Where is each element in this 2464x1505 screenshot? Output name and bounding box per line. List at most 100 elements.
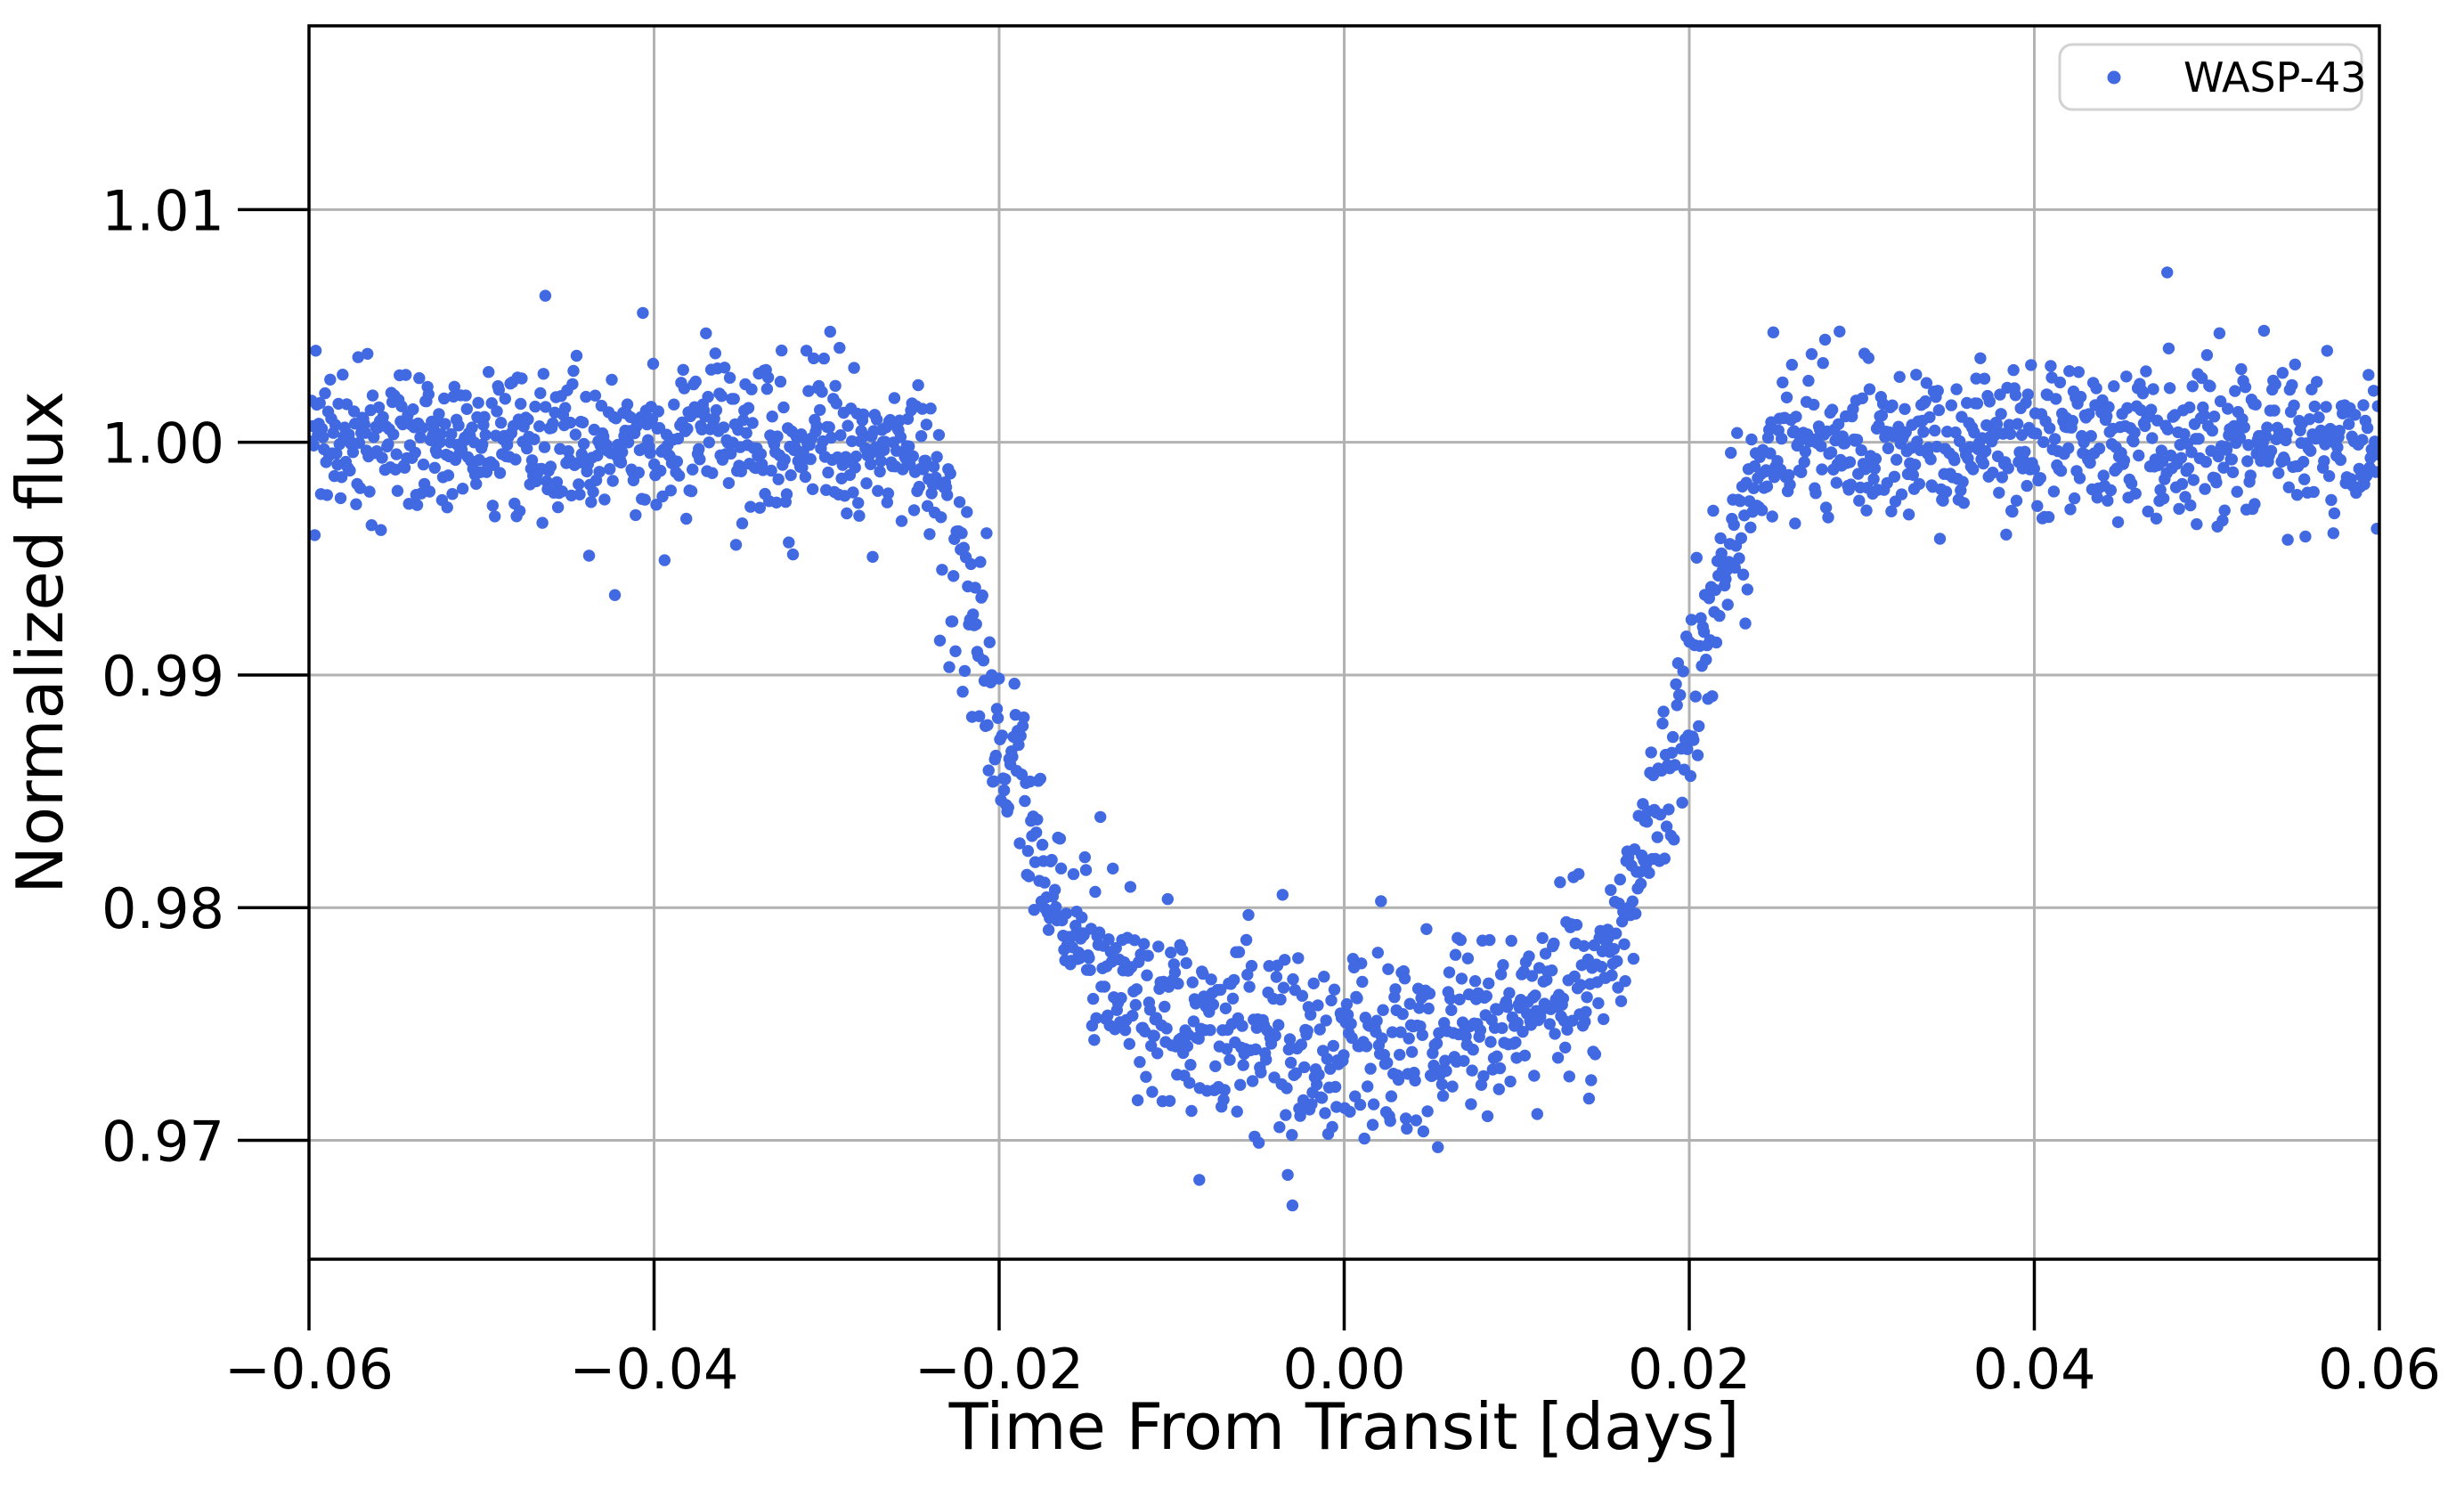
data-point <box>2249 498 2261 510</box>
data-point <box>515 397 527 411</box>
data-point <box>536 517 549 529</box>
data-point <box>777 401 790 414</box>
data-point <box>1777 376 1789 389</box>
data-point <box>365 519 378 532</box>
data-point <box>2311 376 2323 388</box>
x-tick-label: 0.02 <box>1628 1337 1751 1402</box>
data-point <box>1815 440 1827 452</box>
data-point <box>1161 892 1175 906</box>
data-point <box>1140 1070 1152 1083</box>
data-point <box>2183 401 2196 414</box>
data-point <box>1907 468 1919 481</box>
data-point <box>2147 383 2159 395</box>
data-point <box>961 506 973 518</box>
data-point <box>2273 467 2285 479</box>
data-point <box>1172 977 1184 990</box>
data-point <box>2066 414 2078 427</box>
data-point <box>1614 995 1628 1007</box>
data-point <box>1863 383 1876 395</box>
data-point <box>1755 504 1769 517</box>
data-point <box>2121 402 2134 414</box>
data-point <box>539 401 552 413</box>
data-point <box>573 488 586 500</box>
data-point <box>2261 421 2273 434</box>
data-point <box>1480 989 1493 1003</box>
data-point <box>1893 370 1906 383</box>
data-point <box>804 452 817 466</box>
data-point <box>1094 810 1107 824</box>
data-point <box>1274 993 1287 1006</box>
data-point <box>1539 948 1552 960</box>
data-point <box>1665 746 1679 759</box>
data-point <box>1444 992 1457 1005</box>
data-point <box>1563 1070 1576 1083</box>
data-point <box>644 447 656 460</box>
data-point <box>956 527 968 540</box>
data-point <box>442 469 455 482</box>
data-point <box>368 431 380 443</box>
data-point <box>969 582 981 594</box>
data-point <box>702 390 714 403</box>
data-point <box>1980 444 1992 458</box>
data-point <box>391 484 404 497</box>
data-point <box>888 392 901 404</box>
data-point <box>1022 870 1036 883</box>
data-point <box>1709 583 1722 597</box>
data-point <box>580 390 592 403</box>
data-point <box>1844 478 1858 491</box>
data-point <box>1666 730 1679 744</box>
data-point <box>1362 1080 1374 1093</box>
data-point <box>1131 1094 1144 1107</box>
data-point <box>439 418 451 430</box>
data-point <box>2136 387 2150 400</box>
data-point <box>1745 433 1758 446</box>
data-point <box>2044 422 2056 435</box>
data-point <box>1483 977 1495 990</box>
data-point <box>2182 462 2195 475</box>
data-point <box>483 366 495 378</box>
data-point <box>1228 973 1240 987</box>
data-point <box>1255 1066 1267 1078</box>
data-point <box>1808 398 1820 411</box>
data-point <box>1693 720 1705 733</box>
data-point <box>765 464 777 477</box>
data-point <box>1292 952 1305 964</box>
data-point <box>1356 975 1369 988</box>
data-point <box>1656 717 1669 730</box>
data-point <box>846 435 858 448</box>
data-point <box>2226 466 2240 478</box>
data-point <box>2142 505 2154 517</box>
data-point <box>2045 360 2057 372</box>
data-point <box>681 422 694 435</box>
data-point <box>967 608 980 621</box>
data-point <box>677 363 689 376</box>
data-point <box>776 344 788 357</box>
data-point <box>841 507 853 520</box>
data-point <box>2222 403 2234 415</box>
data-point <box>1396 1008 1409 1021</box>
data-point <box>658 554 671 566</box>
data-point <box>1142 949 1154 962</box>
data-point <box>513 505 526 517</box>
data-point <box>2009 389 2022 402</box>
data-point <box>346 446 360 459</box>
data-point <box>1523 950 1535 963</box>
data-point <box>656 490 669 503</box>
data-point <box>2371 400 2379 412</box>
data-point <box>606 373 618 386</box>
data-point <box>1739 617 1752 630</box>
data-point <box>1974 352 1987 364</box>
data-point <box>476 438 489 451</box>
data-point <box>1123 1037 1136 1050</box>
data-point <box>2204 380 2216 393</box>
data-point <box>1307 977 1320 990</box>
data-point <box>671 432 685 445</box>
data-point <box>1658 852 1671 865</box>
data-point <box>874 465 886 478</box>
data-point <box>1124 881 1137 893</box>
data-point <box>1691 749 1704 761</box>
data-point <box>411 499 424 511</box>
data-point <box>317 431 329 443</box>
data-point <box>1008 678 1021 690</box>
data-point <box>680 512 693 525</box>
